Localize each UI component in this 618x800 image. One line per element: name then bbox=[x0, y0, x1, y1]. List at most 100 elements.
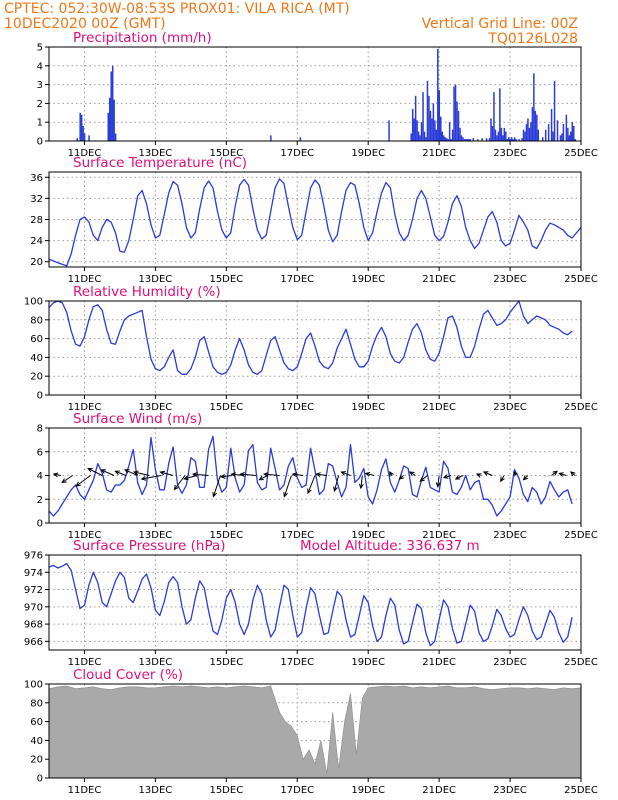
wind-vector bbox=[360, 475, 363, 489]
wind-vector-head bbox=[183, 475, 189, 481]
precip-bar bbox=[76, 138, 78, 141]
cloud-xtick-label: 21DEC bbox=[422, 785, 456, 796]
wind-vector-head bbox=[114, 470, 120, 475]
header-grid-note: Vertical Grid Line: 00Z bbox=[422, 16, 578, 32]
precip-ytick-label: 3 bbox=[37, 80, 43, 91]
precip-xtick-label: 11DEC bbox=[68, 148, 102, 159]
precip-bar bbox=[485, 138, 488, 141]
precip-bar bbox=[472, 138, 475, 141]
precip-bar bbox=[515, 139, 517, 141]
wind-vector-head bbox=[212, 491, 217, 498]
precip-bar bbox=[512, 139, 514, 141]
temperature-panel: 20 24 28 32 36 11DEC 13DEC 15DEC 17DEC 19DEC 21DEC… bbox=[30, 155, 598, 285]
precip-bar bbox=[299, 137, 302, 141]
wind-vector-head bbox=[419, 476, 425, 482]
wind-vector-head bbox=[482, 471, 489, 476]
temperature-ytick-label: 24 bbox=[30, 236, 43, 247]
wind-vector bbox=[184, 475, 197, 480]
wind-vector-head bbox=[61, 478, 67, 484]
precip-bar bbox=[466, 139, 469, 141]
pressure-title: Surface Pressure (hPa) bbox=[73, 538, 226, 554]
precip-bar bbox=[419, 135, 421, 141]
wind-vector-head bbox=[552, 470, 558, 476]
precip-bar bbox=[490, 118, 492, 141]
precip-bar bbox=[469, 139, 472, 141]
precip-bar bbox=[435, 129, 438, 141]
cloud-ytick-label: 100 bbox=[24, 680, 43, 691]
pressure-xtick-label: 13DEC bbox=[139, 657, 173, 668]
wind-vector-head bbox=[52, 472, 59, 478]
precip-ytick-label: 1 bbox=[37, 118, 43, 129]
temperature-xtick-label: 15DEC bbox=[209, 274, 243, 285]
pressure-panel: 966 968 970 972 974 976 11DEC 13DEC 15DEC 17DEC 19… bbox=[24, 538, 598, 668]
precip-bar bbox=[416, 120, 418, 141]
wind-xtick-label: 13DEC bbox=[139, 530, 173, 541]
cloud-ytick-label: 0 bbox=[37, 774, 43, 785]
pressure-ytick-label: 966 bbox=[24, 637, 43, 648]
header-model-id: TQ0126L028 bbox=[487, 31, 578, 47]
wind-vector bbox=[559, 472, 567, 476]
wind-vector bbox=[115, 470, 127, 476]
precip-bar bbox=[530, 122, 532, 141]
pressure-xtick-label: 25DEC bbox=[564, 657, 598, 668]
wind-series-line bbox=[48, 435, 573, 517]
temperature-ytick-label: 36 bbox=[30, 173, 43, 184]
precip-title: Precipitation (mm/h) bbox=[73, 30, 212, 46]
precip-bar bbox=[507, 137, 510, 141]
pressure-series-line bbox=[48, 562, 573, 647]
wind-vector-head bbox=[230, 472, 236, 477]
precip-ytick-label: 2 bbox=[37, 99, 43, 110]
wind-vector bbox=[443, 475, 452, 479]
wind-vector bbox=[437, 475, 440, 487]
wind-vector-head bbox=[435, 482, 441, 488]
precip-bar bbox=[571, 122, 574, 141]
wind-xtick-label: 11DEC bbox=[68, 530, 102, 541]
precip-bar bbox=[456, 101, 458, 141]
precip-bar bbox=[527, 118, 529, 141]
wind-vector-head bbox=[500, 476, 505, 483]
cloud-panel: 0 20 40 60 80 100 11DEC 13DEC 15DEC 17DEC 19DEC 21D… bbox=[24, 667, 598, 796]
wind-vector-head bbox=[442, 474, 449, 479]
cloud-xtick-label: 13DEC bbox=[139, 785, 173, 796]
header-run-time: 10DEC2020 00Z (GMT) bbox=[4, 16, 166, 32]
precip-bar bbox=[108, 97, 111, 141]
precip-bar bbox=[432, 103, 435, 141]
wind-vector-head bbox=[192, 472, 198, 477]
wind-ytick-label: 4 bbox=[37, 471, 43, 482]
wind-vector bbox=[76, 475, 91, 487]
precip-bar bbox=[453, 86, 455, 141]
precip-bar bbox=[497, 131, 500, 141]
cloud-xtick-label: 25DEC bbox=[564, 785, 598, 796]
temperature-xtick-label: 21DEC bbox=[422, 274, 456, 285]
temperature-title: Surface Temperature (nC) bbox=[73, 155, 247, 171]
temperature-series-line bbox=[48, 178, 582, 267]
wind-xtick-label: 15DEC bbox=[209, 530, 243, 541]
precip-bar bbox=[457, 110, 460, 141]
wind-vector-head bbox=[513, 471, 518, 477]
wind-vector-head bbox=[258, 475, 264, 481]
cloud-xtick-label: 19DEC bbox=[351, 785, 385, 796]
precip-bar bbox=[506, 139, 509, 141]
precip-bar bbox=[552, 131, 554, 141]
precip-bar bbox=[88, 135, 90, 141]
pressure-ytick-label: 976 bbox=[24, 551, 43, 562]
wind-xtick-label: 23DEC bbox=[493, 530, 527, 541]
precip-bar bbox=[561, 133, 563, 141]
wind-vector-head bbox=[358, 483, 364, 490]
precip-bar bbox=[510, 137, 513, 141]
precip-bar bbox=[509, 139, 511, 141]
precip-bar bbox=[522, 129, 525, 141]
wind-vector-head bbox=[398, 474, 404, 480]
humidity-xtick-label: 17DEC bbox=[280, 402, 314, 413]
wind-vector bbox=[483, 471, 493, 476]
precip-bar bbox=[559, 135, 562, 141]
precip-bar bbox=[562, 124, 565, 141]
humidity-xtick-label: 19DEC bbox=[351, 402, 385, 413]
wind-title: Surface Wind (m/s) bbox=[73, 411, 202, 427]
precip-bar bbox=[534, 110, 537, 141]
pressure-frame bbox=[48, 554, 582, 651]
wind-vector-head bbox=[291, 472, 298, 477]
wind-vector-head bbox=[124, 469, 130, 474]
precip-bar bbox=[423, 131, 426, 141]
